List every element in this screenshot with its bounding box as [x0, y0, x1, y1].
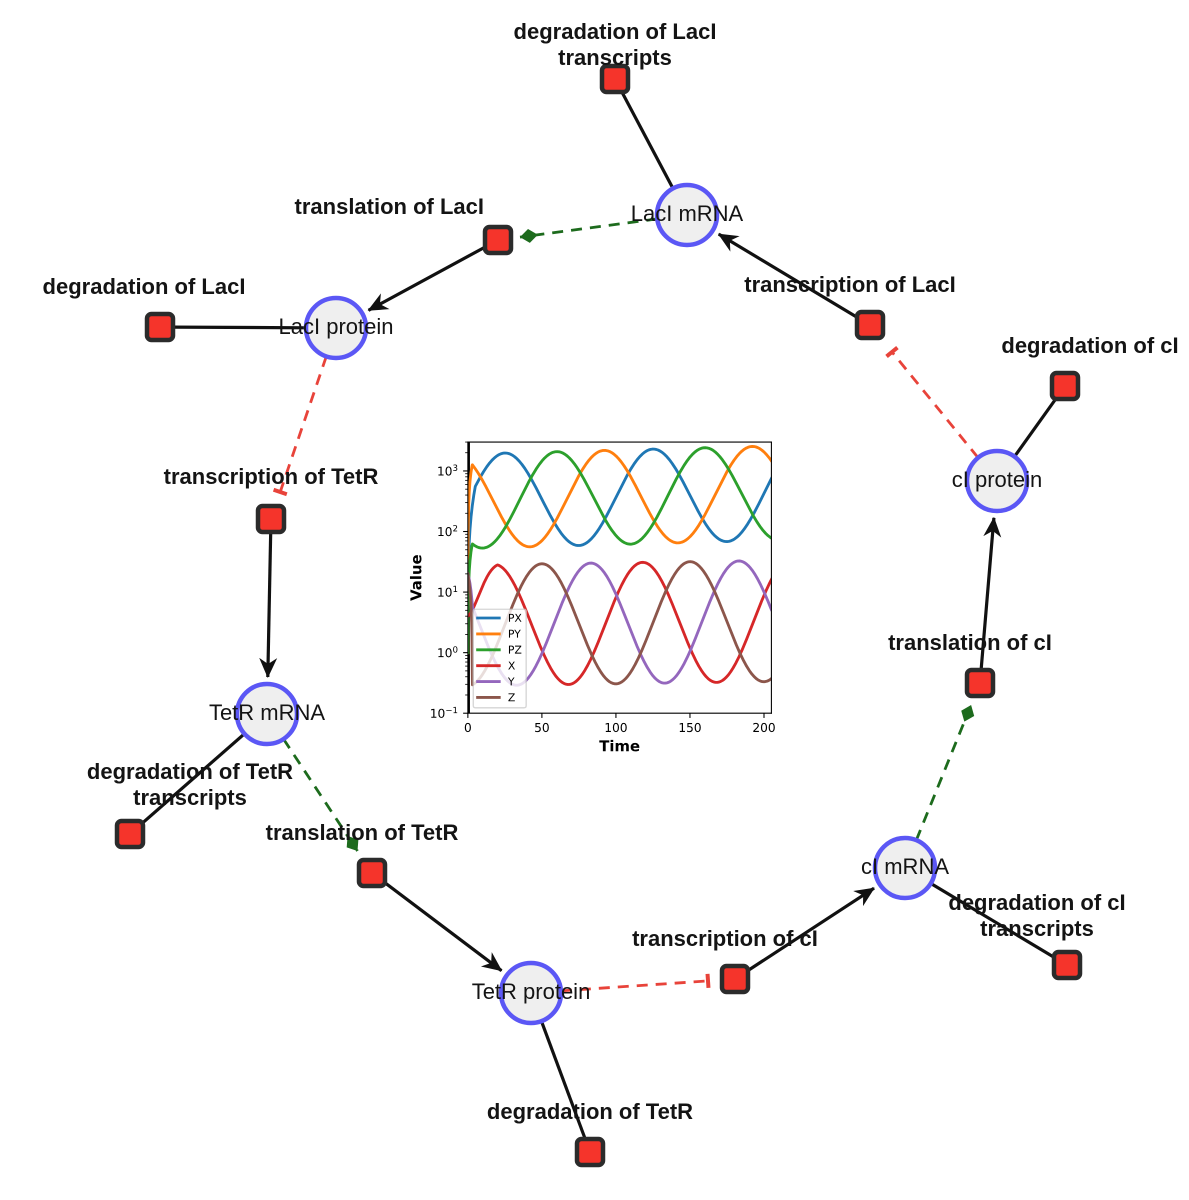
- svg-text:degradation of TetR: degradation of TetR: [487, 1099, 693, 1124]
- svg-text:cI protein: cI protein: [952, 467, 1043, 492]
- svg-text:translation of TetR: translation of TetR: [266, 820, 459, 845]
- svg-text:translation of cI: translation of cI: [888, 630, 1052, 655]
- svg-text:LacI mRNA: LacI mRNA: [631, 201, 744, 226]
- svg-text:TetR protein: TetR protein: [472, 979, 591, 1004]
- svg-text:transcription of cI: transcription of cI: [632, 926, 818, 951]
- svg-text:degradation of cI: degradation of cI: [1001, 333, 1178, 358]
- svg-text:transcription of TetR: transcription of TetR: [164, 464, 379, 489]
- svg-text:cI mRNA: cI mRNA: [861, 854, 949, 879]
- svg-text:transcription of LacI: transcription of LacI: [744, 272, 955, 297]
- svg-text:TetR mRNA: TetR mRNA: [209, 700, 325, 725]
- svg-text:LacI protein: LacI protein: [279, 314, 394, 339]
- svg-text:degradation of LacI: degradation of LacI: [43, 274, 246, 299]
- svg-text:translation of LacI: translation of LacI: [295, 194, 484, 219]
